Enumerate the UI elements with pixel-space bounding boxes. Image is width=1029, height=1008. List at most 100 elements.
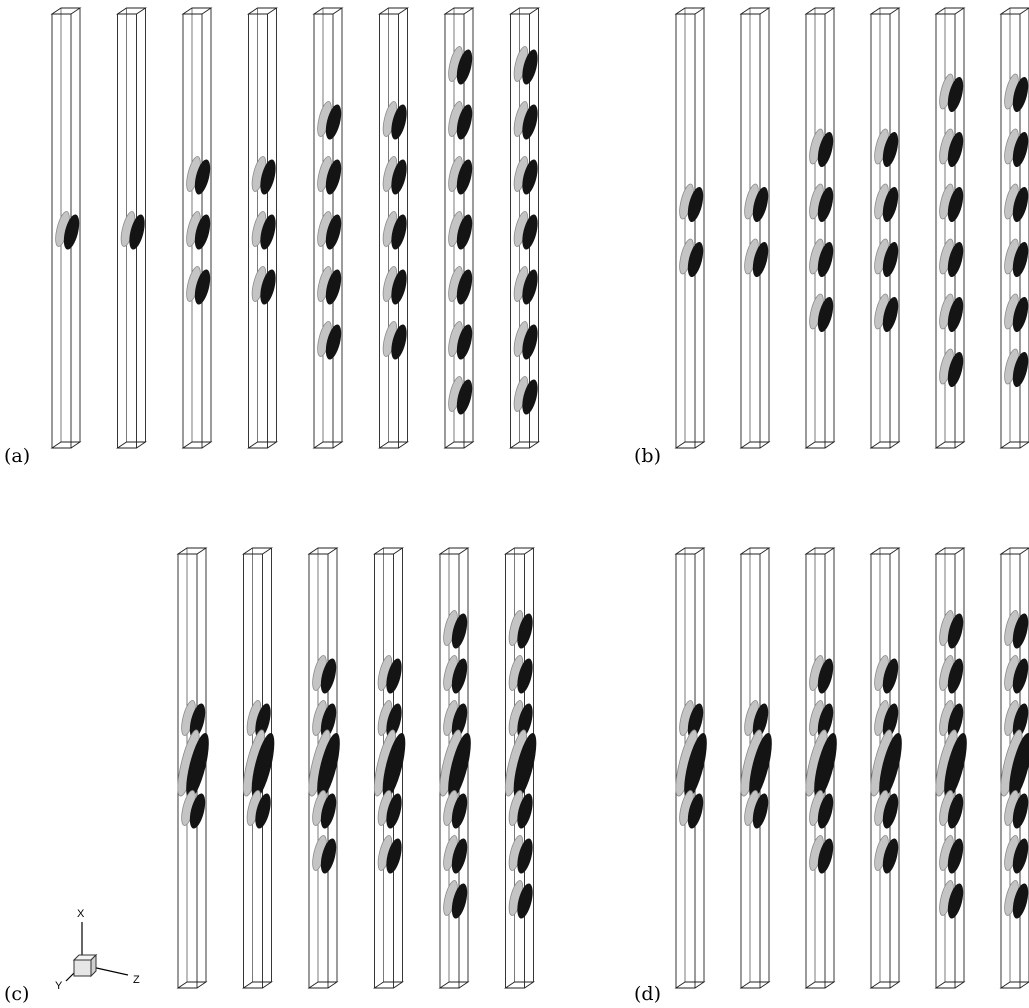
dark-vortex: [456, 49, 473, 85]
vortex-pair: [1004, 610, 1029, 649]
dark-vortex: [391, 214, 407, 250]
x-axis-label: X: [77, 908, 85, 920]
dark-vortex: [882, 838, 899, 874]
panel-c-label: (c): [4, 983, 29, 1005]
vortex-pair: [443, 790, 468, 829]
vortex-pair: [809, 183, 834, 223]
column-box: [804, 7, 836, 449]
dark-vortex: [522, 49, 538, 85]
vortex-pair: [251, 266, 276, 305]
vortex-pair: [874, 293, 899, 333]
column-bottom-face: [312, 441, 344, 449]
dark-vortex: [386, 793, 402, 829]
dark-vortex: [1012, 658, 1029, 694]
column-top-face: [242, 547, 273, 555]
vortex-pair: [312, 835, 337, 874]
vortex-pair: [508, 790, 533, 829]
vortex-pair: [448, 46, 473, 85]
vortex-pair: [939, 655, 964, 694]
dark-vortex: [255, 793, 271, 829]
axis-origin-cube-side: [90, 953, 97, 978]
dark-vortex: [882, 703, 899, 739]
dark-vortex: [386, 703, 402, 739]
column-bottom-face: [934, 981, 966, 989]
vortex-pair: [513, 46, 538, 85]
vortex-pair: [874, 655, 899, 694]
column-top-face: [509, 7, 540, 15]
vortex-pair: [1004, 238, 1029, 278]
vortex-pair: [251, 211, 276, 250]
vortex-pair: [439, 729, 471, 800]
dark-vortex: [517, 883, 533, 919]
column-top-face: [307, 547, 339, 555]
vortex-pair: [246, 790, 271, 829]
column-bottom-face: [804, 441, 836, 449]
column-top-face: [869, 7, 901, 15]
vortex-pair: [382, 101, 407, 140]
dark-vortex: [456, 324, 473, 360]
column-bottom-face: [242, 981, 273, 989]
dark-vortex: [1012, 351, 1029, 388]
dark-vortex: [456, 379, 473, 415]
vortex-pair: [382, 156, 407, 195]
vortex-pair: [809, 655, 834, 694]
vortex-pair: [377, 835, 402, 874]
vortex-pair: [513, 266, 538, 305]
column: [674, 7, 706, 449]
vortex-pair: [508, 880, 533, 919]
column-front-face: [675, 13, 696, 449]
dark-vortex: [882, 186, 899, 223]
vortex-pair: [870, 729, 902, 800]
column-bottom-face: [999, 981, 1029, 989]
dark-vortex: [391, 104, 407, 140]
vortex-pair: [308, 729, 340, 800]
vortex-pair: [1004, 293, 1029, 333]
vortex-pair: [809, 238, 834, 278]
vortex-pair: [809, 293, 834, 333]
dark-vortex: [451, 703, 468, 739]
vortex-pair: [513, 211, 538, 250]
vortex-pair: [744, 700, 769, 739]
vortex-pair: [177, 729, 209, 800]
vortex-pair: [939, 880, 964, 919]
dark-vortex: [817, 296, 834, 333]
dark-vortex: [325, 214, 342, 250]
vortex-pair: [448, 101, 473, 140]
column-bottom-face: [999, 441, 1029, 449]
vortex-pair: [679, 238, 704, 278]
column-bottom-face: [869, 441, 901, 449]
vortex-pair: [874, 183, 899, 223]
y-axis-line: [65, 972, 75, 982]
dark-vortex: [517, 613, 533, 649]
panel-a: [50, 7, 540, 449]
column: [869, 547, 902, 989]
vortex-pair: [373, 729, 406, 800]
vortex-pair: [939, 238, 964, 278]
dark-vortex: [1009, 732, 1029, 800]
vortex-pair: [120, 211, 145, 250]
vortex-pair: [1004, 73, 1029, 113]
vortex-pair: [186, 211, 211, 250]
column: [242, 547, 275, 989]
dark-vortex: [194, 269, 211, 305]
vortex-pair: [939, 790, 964, 829]
dark-vortex: [189, 793, 206, 829]
dark-vortex: [320, 703, 337, 739]
dark-vortex: [194, 214, 211, 250]
dark-vortex: [456, 269, 473, 305]
dark-vortex: [129, 214, 145, 250]
column-bottom-face: [504, 981, 535, 989]
dark-vortex: [882, 793, 899, 829]
column-bottom-face: [869, 981, 901, 989]
column: [176, 547, 209, 989]
vortex-pair: [1004, 880, 1029, 919]
dark-vortex: [448, 732, 471, 800]
vortex-pair: [508, 610, 533, 649]
dark-vortex: [1012, 883, 1029, 919]
vortex-pair: [939, 348, 964, 388]
dark-vortex: [260, 269, 276, 305]
dark-vortex: [817, 658, 834, 694]
vortex-pair: [181, 700, 206, 739]
vortex-pair: [448, 376, 473, 415]
